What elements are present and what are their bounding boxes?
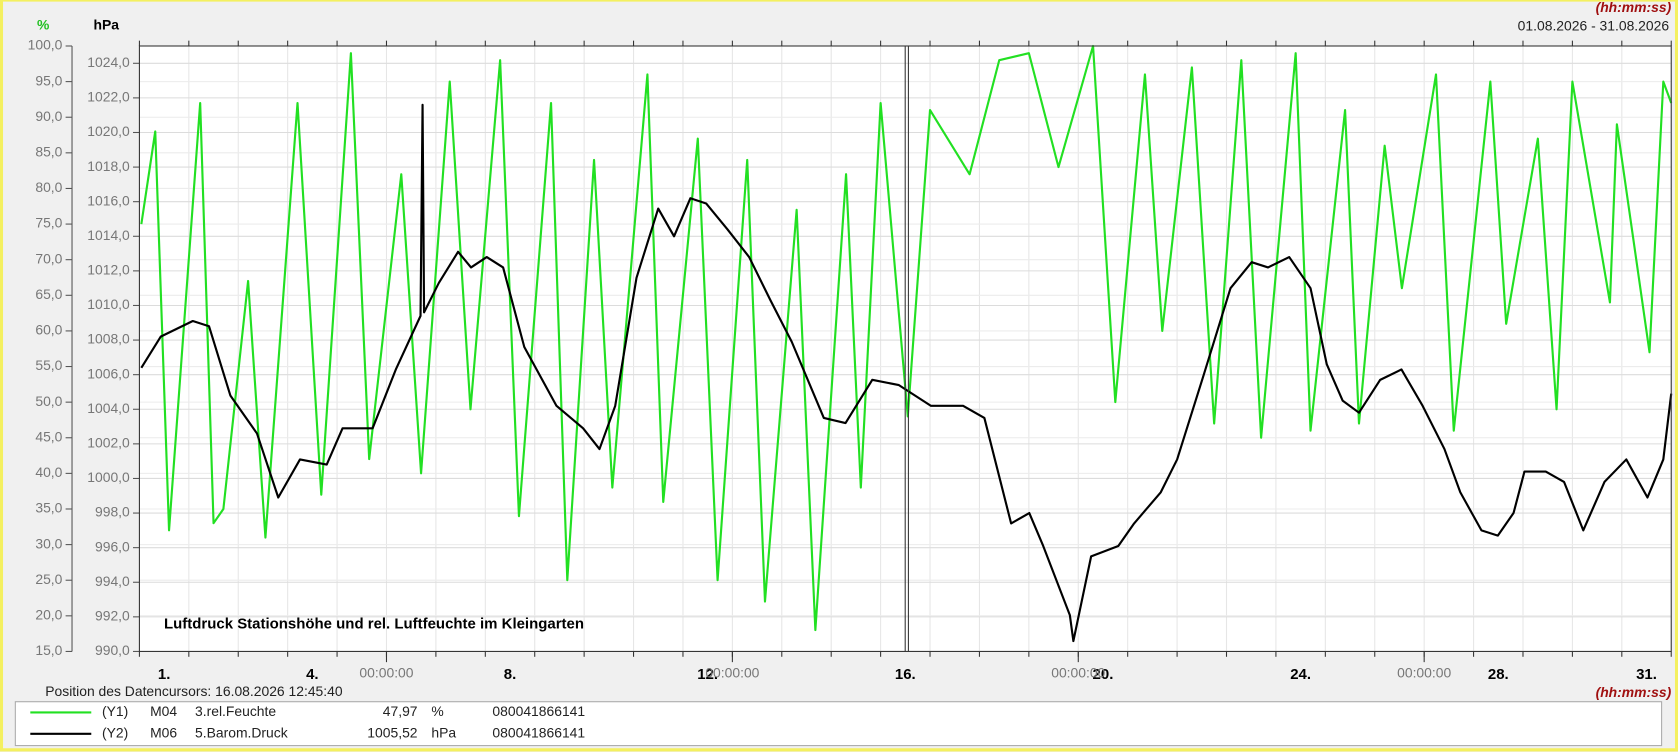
y2-axis-unit: hPa (94, 16, 120, 32)
legend-text: 5.Barom.Druck (195, 724, 288, 740)
x-tick-label: 31. (1636, 666, 1657, 683)
y2-tick-label: 1018,0 (87, 158, 130, 174)
x-tick-label: 12. (697, 666, 718, 683)
chart-title: Luftdruck Stationshöhe und rel. Luftfeuc… (164, 616, 584, 633)
time-format: (hh:mm:ss) (1596, 0, 1672, 15)
x-tick-label: 28. (1488, 666, 1509, 683)
x-tick-label: 20. (1093, 666, 1114, 683)
y-tick-label: 100,0 (28, 37, 63, 53)
y2-tick-label: 1020,0 (87, 123, 130, 139)
y2-tick-label: 998,0 (95, 504, 130, 520)
y2-tick-label: 1000,0 (87, 469, 130, 485)
y-tick-label: 95,0 (35, 72, 62, 88)
series-line (140, 44, 1673, 632)
y2-tick-label: 992,0 (95, 608, 130, 624)
y-tick-label: 45,0 (35, 428, 62, 444)
y-tick-label: 20,0 (35, 607, 62, 623)
y-tick-label: 30,0 (35, 535, 62, 551)
x-time-label: 00:00:00 (359, 665, 413, 681)
y2-tick-label: 1016,0 (87, 192, 130, 208)
x-tick-label: 1. (158, 666, 170, 683)
legend-text: 3.rel.Feuchte (195, 703, 276, 719)
series-line (140, 103, 1673, 643)
y-tick-label: 35,0 (35, 500, 62, 516)
y2-tick-label: 1014,0 (87, 227, 130, 243)
y-tick-label: 60,0 (35, 322, 62, 338)
y-axis-unit: % (37, 16, 49, 32)
legend-text: 47,97 (383, 703, 418, 719)
y2-tick-label: 1004,0 (87, 400, 130, 416)
legend-text: 080041866141 (492, 724, 585, 740)
legend-text: (Y2) (102, 724, 128, 740)
x-tick-label: 24. (1290, 666, 1311, 683)
y2-tick-label: 1010,0 (87, 296, 130, 312)
cursor-label: Position des Datencursors: 16.08.2026 12… (45, 683, 343, 699)
y-tick-label: 15,0 (35, 642, 62, 658)
time-format: (hh:mm:ss) (1596, 684, 1672, 700)
x-time-label: 00:00:00 (705, 665, 759, 681)
y2-tick-label: 1002,0 (87, 435, 130, 451)
legend-text: hPa (431, 724, 456, 740)
x-tick-label: 16. (895, 666, 916, 683)
legend-box (14, 701, 1663, 747)
legend-text: M04 (150, 703, 177, 719)
y-tick-label: 25,0 (35, 571, 62, 587)
y-tick-label: 80,0 (35, 179, 62, 195)
date-range: 01.08.2026 - 31.08.2026 (1518, 17, 1670, 33)
y-tick-label: 40,0 (35, 464, 62, 480)
y-tick-label: 70,0 (35, 250, 62, 266)
x-time-label: 00:00:00 (1051, 665, 1105, 681)
legend-text: % (431, 703, 443, 719)
legend-text: (Y1) (102, 703, 128, 719)
y2-tick-label: 1024,0 (87, 54, 130, 70)
y2-tick-label: 1012,0 (87, 262, 130, 278)
y2-tick-label: 1006,0 (87, 365, 130, 381)
y-tick-label: 50,0 (35, 393, 62, 409)
y2-tick-label: 1022,0 (87, 89, 130, 105)
x-time-label: 00:00:00 (1397, 665, 1451, 681)
y2-tick-label: 996,0 (95, 538, 130, 554)
x-tick-label: 4. (306, 666, 318, 683)
y-tick-label: 90,0 (35, 108, 62, 124)
legend-text: 1005,52 (367, 724, 417, 740)
x-tick-label: 8. (504, 666, 516, 683)
legend-text: 080041866141 (492, 703, 585, 719)
y-tick-label: 55,0 (35, 357, 62, 373)
y-tick-label: 65,0 (35, 286, 62, 302)
y-tick-label: 75,0 (35, 215, 62, 231)
y2-tick-label: 994,0 (95, 573, 130, 589)
y2-tick-label: 990,0 (95, 642, 130, 658)
y2-tick-label: 1008,0 (87, 331, 130, 347)
y-tick-label: 85,0 (35, 144, 62, 160)
legend-text: M06 (150, 724, 177, 740)
